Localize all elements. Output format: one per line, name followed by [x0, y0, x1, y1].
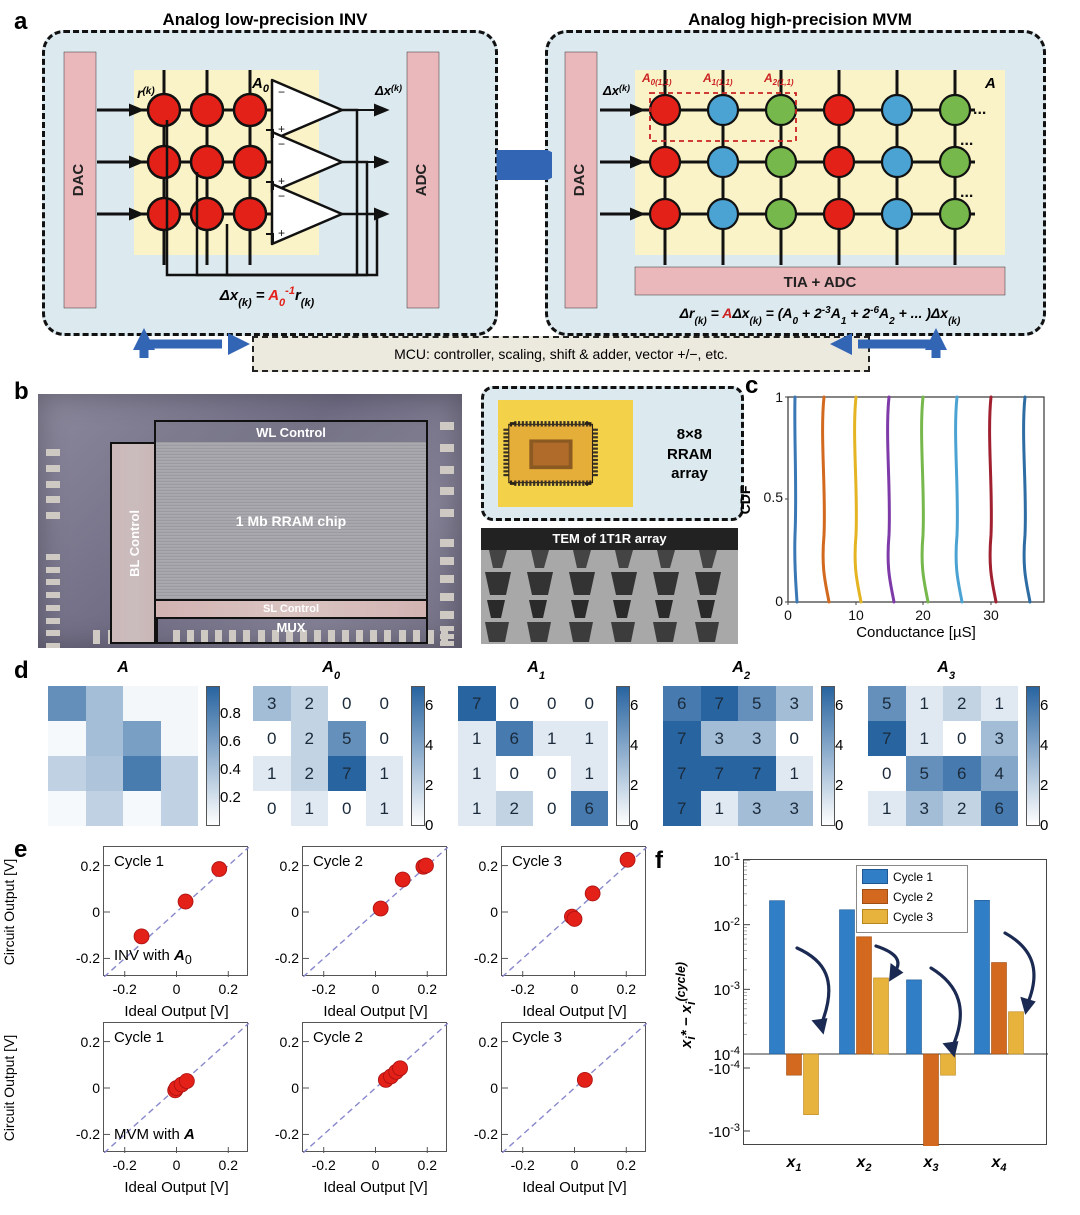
svg-text:ADC: ADC [413, 164, 430, 197]
svg-text:Δx(k) = A0-1r(k): Δx(k) = A0-1r(k) [219, 285, 315, 309]
svg-text:10: 10 [848, 607, 864, 623]
svg-text:Δx(k): Δx(k) [374, 83, 402, 98]
svg-text:+: + [278, 226, 285, 240]
svg-text:−: − [278, 85, 285, 99]
svg-text:−: − [278, 137, 285, 151]
svg-text:CDF: CDF [737, 485, 753, 514]
svg-text:...: ... [960, 184, 973, 201]
svg-text:Δx(k): Δx(k) [602, 83, 630, 98]
svg-text:0: 0 [775, 593, 783, 609]
svg-text:...: ... [960, 132, 973, 149]
svg-text:...: ... [973, 101, 986, 118]
svg-text:TIA + ADC: TIA + ADC [784, 274, 857, 291]
svg-text:+: + [278, 122, 285, 136]
svg-text:A: A [984, 75, 996, 92]
svg-text:Conductance [µS]: Conductance [µS] [856, 624, 976, 640]
svg-text:1: 1 [775, 389, 783, 405]
svg-text:0: 0 [784, 607, 792, 623]
svg-text:DAC: DAC [571, 164, 588, 197]
svg-text:−: − [278, 189, 285, 203]
svg-text:0.5: 0.5 [764, 489, 784, 505]
svg-text:DAC: DAC [70, 164, 87, 197]
svg-text:20: 20 [915, 607, 931, 623]
svg-text:30: 30 [983, 607, 999, 623]
svg-text:+: + [278, 174, 285, 188]
